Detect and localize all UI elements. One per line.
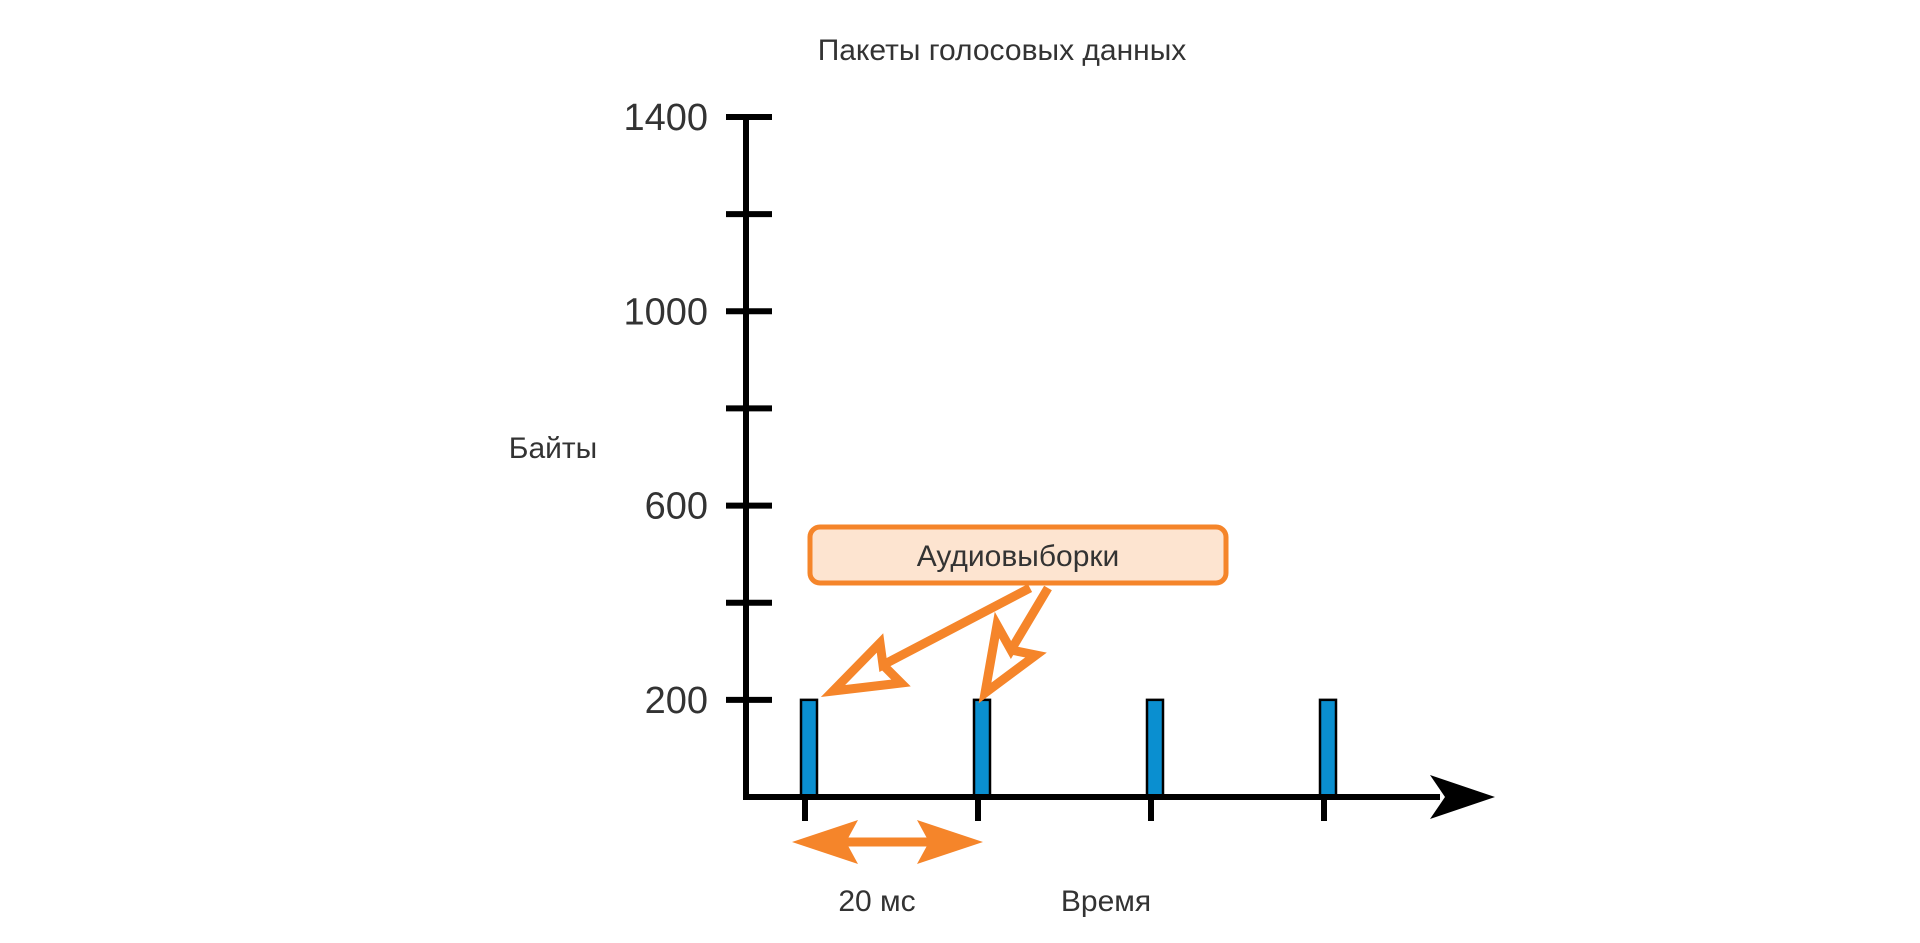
callout-label: Аудиовыборки (917, 540, 1120, 573)
bars (799, 698, 1338, 799)
bar (972, 698, 992, 799)
bar (799, 698, 819, 799)
bar (1145, 698, 1165, 799)
y-tick-label: 1000 (623, 291, 708, 333)
interval-arrow-right-head (917, 820, 983, 864)
y-tick-label: 600 (645, 486, 708, 528)
callout-box: Аудиовыборки (807, 524, 1229, 586)
interval-arrow-left-head (792, 820, 858, 864)
y-tick-label: 1400 (623, 97, 708, 139)
callout-arrows (820, 584, 1052, 704)
callout-arrow-1 (820, 584, 1033, 697)
interval-arrow (792, 820, 983, 864)
chart-title: Пакеты голосовых данных (818, 34, 1187, 67)
bar (1318, 698, 1338, 799)
interval-label: 20 мс (838, 885, 915, 918)
y-axis-label: Байты (509, 432, 597, 465)
callout-rect (807, 524, 1229, 586)
callout-arrow-2 (978, 585, 1052, 704)
y-axis-tick-labels: 200 600 1000 1400 (623, 97, 708, 722)
x-axis-label: Время (1061, 885, 1151, 918)
x-axis-arrowhead (1430, 775, 1495, 819)
y-tick-label: 200 (645, 680, 708, 722)
x-axis-ticks (802, 797, 1327, 821)
